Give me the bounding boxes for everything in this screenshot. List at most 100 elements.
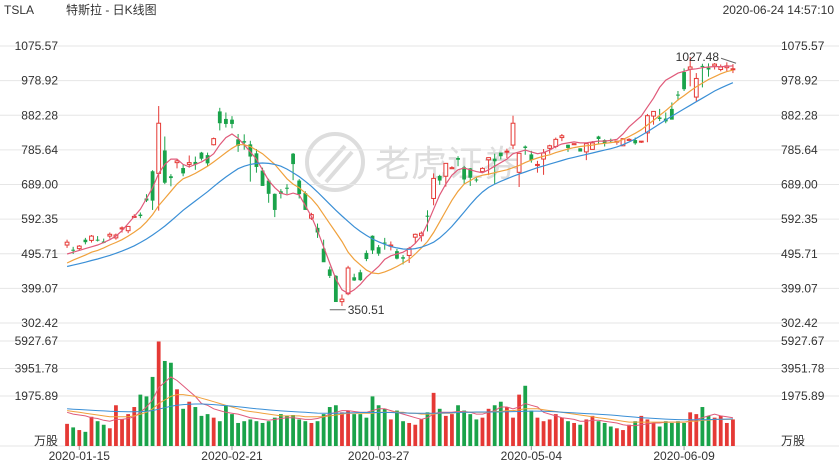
candle-up	[571, 143, 577, 146]
volume-tick-label: 5927.67	[15, 334, 59, 348]
volume-bar	[541, 421, 546, 446]
volume-bar	[584, 419, 589, 446]
volume-bar	[144, 396, 149, 446]
candle-down	[352, 277, 357, 281]
volume-bar	[413, 424, 418, 446]
price-tick-label: 882.28	[781, 108, 818, 122]
date-tick-label: 2020-01-15	[49, 449, 111, 463]
volume-bar	[266, 421, 271, 446]
candle-down	[682, 71, 686, 90]
candle-down	[676, 94, 680, 96]
volume-bar	[211, 417, 216, 446]
candle-down	[162, 150, 167, 183]
volume-bar	[498, 401, 503, 446]
date-tick-label: 2020-06-09	[653, 449, 715, 463]
volume-bar	[639, 415, 644, 446]
candle-down	[230, 119, 234, 124]
candle-up	[547, 145, 553, 149]
candle-down	[633, 140, 638, 144]
ma-line-ma10	[66, 69, 734, 275]
volume-bar	[505, 407, 509, 446]
price-tick-label: 882.28	[21, 108, 58, 122]
volume-bar	[572, 422, 577, 446]
volume-bar	[724, 422, 729, 446]
price-tick-label: 592.35	[21, 212, 58, 226]
volume-bar	[291, 415, 295, 446]
candle-down	[181, 168, 186, 174]
volume-bar	[217, 421, 222, 446]
volume-bar	[83, 431, 88, 446]
price-tick-label: 785.64	[21, 143, 58, 157]
price-tick-label: 302.42	[21, 316, 58, 330]
volume-bar	[223, 405, 228, 446]
max-price-pointer	[720, 57, 737, 64]
candle-down	[199, 152, 204, 159]
candle-down	[370, 235, 375, 251]
volume-bar	[462, 410, 467, 446]
volume-bar	[731, 419, 735, 446]
candle-down	[706, 67, 711, 70]
candle-down	[150, 171, 155, 201]
candle-up	[486, 157, 491, 161]
price-tick-label: 592.35	[781, 212, 818, 226]
price-tick-label: 978.92	[781, 74, 818, 88]
volume-bar	[71, 427, 76, 446]
volume-bar	[602, 422, 607, 446]
price-tick-label: 495.71	[21, 247, 58, 261]
price-tick-label: 689.00	[21, 178, 58, 192]
volume-unit-right: 万股	[781, 434, 805, 448]
volume-bar	[523, 385, 528, 446]
candle-down	[523, 146, 528, 148]
price-grid	[0, 45, 839, 324]
volume-bar	[248, 419, 253, 446]
volume-bar	[187, 401, 192, 446]
volume-bar	[419, 419, 424, 446]
candle-down	[669, 108, 674, 120]
volume-bar	[450, 414, 454, 446]
volume-bar	[77, 430, 82, 446]
volume-bar	[370, 396, 375, 446]
candle-up	[504, 150, 510, 153]
price-tick-label: 785.64	[781, 143, 818, 157]
candle-down	[71, 249, 76, 251]
volume-bar	[333, 405, 338, 446]
volume-bar	[352, 414, 357, 446]
candle-down	[223, 118, 228, 124]
volume-bar	[205, 414, 210, 446]
candle-up	[89, 235, 94, 241]
volume-bar	[138, 394, 143, 446]
volume-bar	[388, 419, 393, 446]
candle-up	[480, 167, 485, 173]
volume-bar	[706, 415, 711, 446]
candle-up	[211, 138, 217, 146]
candle-down	[364, 252, 369, 260]
candle-down	[425, 215, 430, 217]
volume-bar	[596, 421, 601, 446]
volume-bar	[254, 421, 259, 446]
candle-down	[437, 175, 442, 181]
volume-bar	[529, 410, 534, 446]
candle-down	[291, 153, 295, 165]
candle-down	[529, 154, 534, 161]
volume-bar	[156, 341, 161, 446]
volume-bar	[633, 421, 638, 446]
candle-up	[590, 142, 595, 150]
candle-down	[217, 111, 222, 124]
candle-down	[236, 139, 241, 146]
date-tick-label: 2020-05-04	[501, 449, 563, 463]
volume-bar	[431, 392, 436, 446]
volume-bar	[376, 405, 381, 446]
price-tick-label: 399.07	[21, 281, 58, 295]
volume-bar	[309, 422, 314, 446]
volume-bar	[346, 410, 350, 446]
price-annotations: 1027.48 350.51	[329, 50, 737, 317]
candle-down	[700, 65, 705, 67]
volume-bar	[614, 428, 619, 446]
candle-up	[718, 66, 724, 70]
candle-up	[620, 138, 626, 147]
candle-down	[83, 239, 88, 243]
volume-bars	[65, 341, 735, 446]
volume-bar	[578, 424, 583, 446]
volume-bar	[425, 412, 430, 446]
